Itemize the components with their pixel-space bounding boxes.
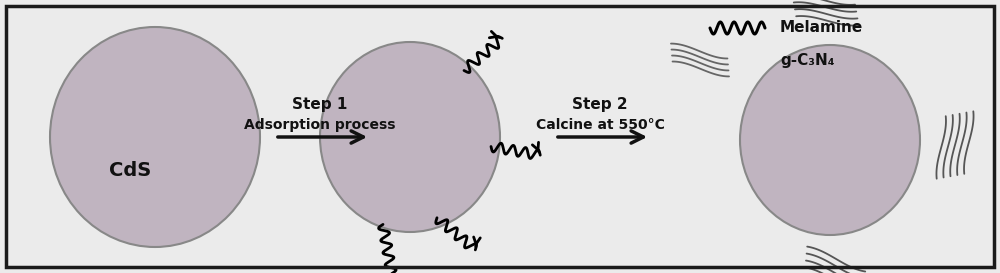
Ellipse shape bbox=[50, 27, 260, 247]
Ellipse shape bbox=[740, 45, 920, 235]
Text: Step 2: Step 2 bbox=[572, 97, 628, 112]
Text: Melamine: Melamine bbox=[780, 20, 863, 35]
Text: CdS: CdS bbox=[109, 161, 151, 180]
Text: g-C₃N₄: g-C₃N₄ bbox=[780, 52, 834, 67]
Text: Adsorption process: Adsorption process bbox=[244, 118, 396, 132]
Text: Step 1: Step 1 bbox=[292, 97, 348, 112]
Text: Calcine at 550°C: Calcine at 550°C bbox=[536, 118, 664, 132]
Ellipse shape bbox=[320, 42, 500, 232]
